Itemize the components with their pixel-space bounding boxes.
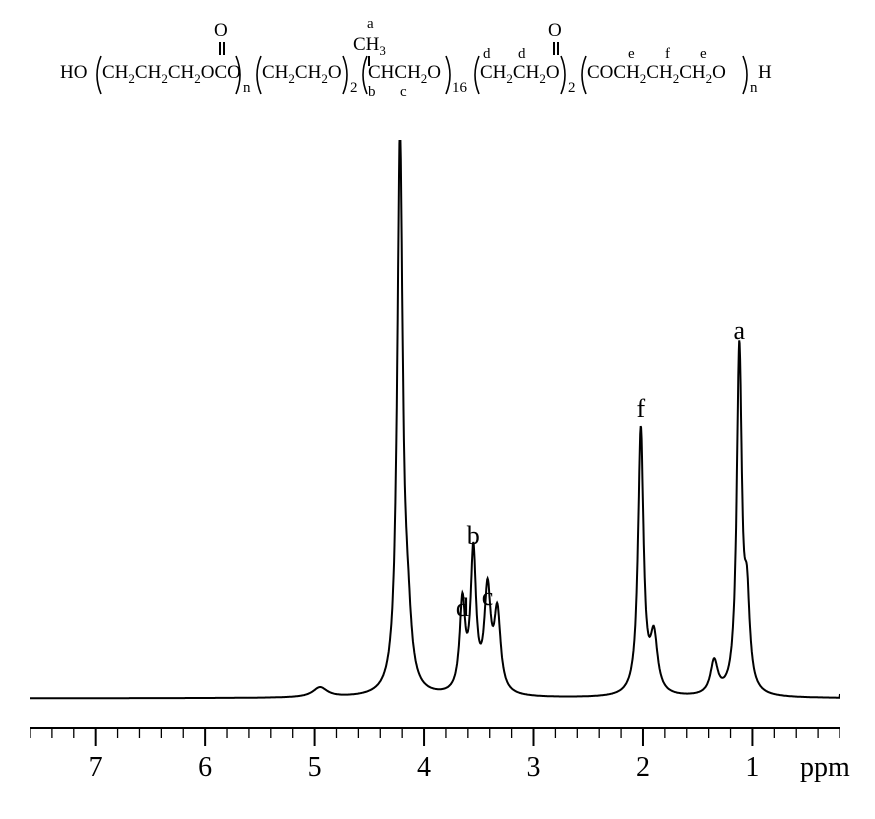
struct-label-d1: d <box>483 46 491 63</box>
struct-label-e2: e <box>700 46 707 63</box>
x-tick-label: 4 <box>417 752 431 784</box>
struct-sub-16: 16 <box>452 80 467 97</box>
dbl-bond-left-2 <box>223 42 225 55</box>
x-tick-label: 5 <box>308 752 322 784</box>
x-tick-label: 6 <box>198 752 212 784</box>
dbl-bond-left-1 <box>219 42 221 55</box>
spectrum-trace <box>30 140 840 698</box>
peak-label-c: c <box>482 582 494 612</box>
peak-label-b: b <box>467 521 480 551</box>
struct-label-f: f <box>665 46 670 63</box>
struct-label-e1: e <box>628 46 635 63</box>
x-tick-label: 2 <box>636 752 650 784</box>
x-axis-title: ppm <box>800 752 850 784</box>
struct-label-a: a <box>367 16 374 33</box>
spectrum-svg <box>30 140 840 810</box>
dbl-bond-right-1 <box>553 42 555 55</box>
struct-seg5: COCH2CH2CH2O <box>587 62 726 87</box>
chemical-structure: O O a CH3 HO CH2CH2CH2OCO n CH2CH2O 2 <box>70 20 770 130</box>
peak-label-a: a <box>734 316 746 346</box>
nmr-spectrum-plot: 7654321ppmedbcfa <box>30 140 840 810</box>
peak-label-d: d <box>456 593 469 623</box>
struct-seg4: CH2CH2O <box>480 62 560 87</box>
carbonyl-o-right: O <box>548 20 562 42</box>
struct-label-d2: d <box>518 46 526 63</box>
struct-HO: HO <box>60 62 87 84</box>
carbonyl-o-left: O <box>214 20 228 42</box>
struct-sub-n2: n <box>750 80 758 97</box>
x-tick-label: 3 <box>527 752 541 784</box>
struct-seg1: CH2CH2CH2OCO <box>102 62 241 87</box>
struct-label-b: b <box>368 84 376 101</box>
x-tick-label: 7 <box>89 752 103 784</box>
struct-H: H <box>758 62 772 84</box>
x-tick-label: 1 <box>745 752 759 784</box>
struct-seg2: CH2CH2O <box>262 62 342 87</box>
struct-label-c: c <box>400 84 407 101</box>
peak-label-f: f <box>636 394 645 424</box>
